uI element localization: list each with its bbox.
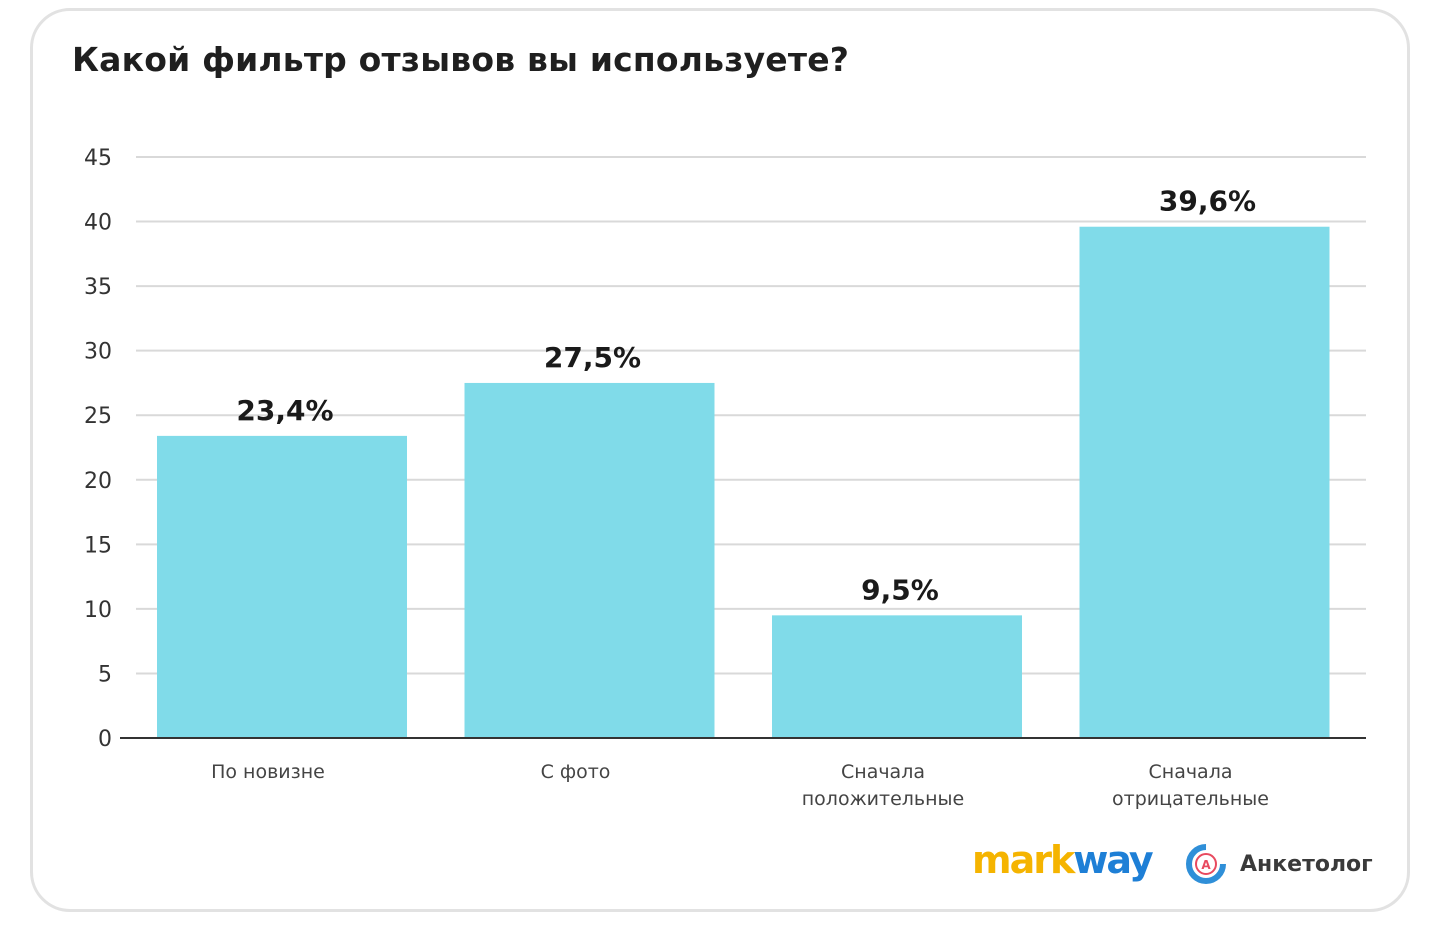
bar-3 <box>1079 226 1330 738</box>
category-label-1: С фото <box>541 761 611 783</box>
y-tick-label-3: 15 <box>84 533 112 558</box>
markway-logo: markway <box>972 838 1154 882</box>
bar-1 <box>464 382 715 738</box>
y-tick-label-7: 35 <box>84 275 112 300</box>
y-axis-ticks: 0 5 10 15 20 25 30 35 40 45 <box>84 146 112 752</box>
y-tick-label-5: 25 <box>84 404 112 429</box>
chart-title: Какой фильтр отзывов вы используете? <box>72 40 850 79</box>
bar-0 <box>157 435 407 738</box>
y-tick-label-1: 5 <box>98 662 112 687</box>
data-labels: 23,4% 27,5% 9,5% 39,6% <box>236 185 1256 607</box>
data-label-1: 27,5% <box>544 341 641 374</box>
data-label-3: 39,6% <box>1159 185 1256 218</box>
anketolog-text: Анкетолог <box>1240 851 1373 877</box>
anketolog-icon: А <box>1186 844 1226 884</box>
y-tick-label-8: 40 <box>84 211 112 236</box>
y-tick-label-0: 0 <box>98 727 112 752</box>
y-tick-label-2: 10 <box>84 598 112 623</box>
y-tick-label-9: 45 <box>84 146 112 171</box>
data-label-2: 9,5% <box>861 573 939 606</box>
category-labels: По новизне С фото Сначала положительные Снач… <box>211 761 1269 810</box>
bars <box>157 226 1330 738</box>
y-tick-label-6: 30 <box>84 340 112 365</box>
bar-2 <box>772 615 1022 738</box>
category-label-2: Сначала положительные <box>802 761 965 810</box>
category-label-3: Сначала отрицательные <box>1112 761 1269 810</box>
category-label-0: По новизне <box>211 761 325 783</box>
svg-text:А: А <box>1201 858 1211 872</box>
anketolog-logo: А Анкетолог <box>1184 842 1373 886</box>
data-label-0: 23,4% <box>236 394 333 427</box>
y-tick-label-4: 20 <box>84 469 112 494</box>
